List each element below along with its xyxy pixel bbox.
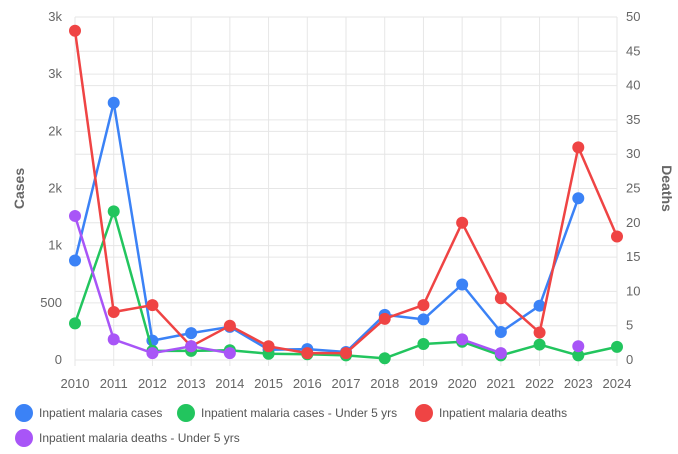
legend-label: Inpatient malaria cases: [39, 406, 162, 420]
data-point[interactable]: [378, 352, 391, 365]
data-point[interactable]: [417, 299, 430, 312]
data-point[interactable]: [69, 317, 81, 330]
x-tick-label: 2018: [370, 376, 399, 391]
y-right-tick-label: 35: [626, 112, 640, 127]
data-point[interactable]: [572, 141, 585, 154]
data-point[interactable]: [69, 254, 81, 267]
y-left-tick-label: 500: [40, 295, 62, 310]
x-tick-label: 2016: [293, 376, 322, 391]
data-point[interactable]: [223, 347, 236, 360]
y-right-tick-label: 0: [626, 352, 633, 367]
data-point[interactable]: [494, 325, 507, 338]
grid: [74, 16, 618, 366]
data-point[interactable]: [185, 327, 198, 340]
x-tick-label: 2023: [564, 376, 593, 391]
data-point[interactable]: [572, 192, 585, 205]
legend-item[interactable]: Inpatient malaria cases: [15, 404, 162, 422]
y-left-tick-label: 3k: [48, 66, 62, 81]
y-right-tick-label: 50: [626, 9, 640, 24]
x-tick-label: 2017: [332, 376, 361, 391]
legend-label: Inpatient malaria deaths: [439, 406, 567, 420]
legend-marker: [15, 404, 33, 422]
y-right-tick-label: 20: [626, 215, 640, 230]
legend-label: Inpatient malaria deaths - Under 5 yrs: [39, 431, 240, 445]
data-point[interactable]: [494, 292, 507, 305]
data-point[interactable]: [533, 326, 546, 339]
y-left-tick-label: 0: [55, 352, 62, 367]
data-point[interactable]: [69, 24, 81, 37]
y-right-tick-label: 45: [626, 43, 640, 58]
series-4: [69, 209, 585, 360]
legend-item[interactable]: Inpatient malaria cases - Under 5 yrs: [177, 404, 397, 422]
legend-item[interactable]: Inpatient malaria deaths - Under 5 yrs: [15, 429, 240, 447]
data-point[interactable]: [223, 319, 236, 332]
data-point[interactable]: [456, 216, 469, 229]
data-point[interactable]: [417, 313, 430, 326]
y-left-axis-title: Cases: [11, 168, 27, 209]
y-right-tick-label: 25: [626, 181, 640, 196]
y-left-tick-label: 2k: [48, 123, 62, 138]
y-right-tick-label: 15: [626, 249, 640, 264]
series-line: [461, 338, 502, 355]
legend-marker: [177, 404, 195, 422]
data-point[interactable]: [572, 340, 585, 353]
data-point[interactable]: [146, 299, 159, 312]
x-tick-label: 2020: [448, 376, 477, 391]
y-left-tick-label: 1k: [48, 238, 62, 253]
data-point[interactable]: [417, 337, 430, 350]
x-tick-label: 2015: [254, 376, 283, 391]
data-point[interactable]: [533, 299, 546, 312]
data-point[interactable]: [301, 347, 314, 360]
y-right-tick-label: 30: [626, 146, 640, 161]
data-point[interactable]: [572, 349, 585, 362]
data-point[interactable]: [494, 347, 507, 360]
data-point[interactable]: [611, 230, 623, 243]
data-point[interactable]: [146, 347, 159, 360]
x-tick-label: 2019: [409, 376, 438, 391]
legend-item[interactable]: Inpatient malaria deaths: [415, 404, 567, 422]
y-right-tick-label: 40: [626, 78, 640, 93]
y-right-tick-label: 10: [626, 283, 640, 298]
x-tick-label: 2013: [177, 376, 206, 391]
data-point[interactable]: [107, 333, 120, 346]
data-point[interactable]: [107, 96, 120, 109]
series-line: [73, 101, 580, 354]
x-tick-label: 2021: [486, 376, 515, 391]
data-point[interactable]: [262, 340, 275, 353]
x-tick-label: 2011: [100, 376, 128, 391]
data-point[interactable]: [340, 347, 352, 360]
data-point[interactable]: [611, 340, 623, 353]
data-point[interactable]: [107, 205, 120, 218]
data-point[interactable]: [185, 340, 198, 353]
legend-marker: [415, 404, 433, 422]
y-right-tick-label: 5: [626, 318, 633, 333]
x-tick-label: 2012: [138, 376, 167, 391]
legend-marker: [15, 429, 33, 447]
legend: Inpatient malaria cases Inpatient malaria…: [15, 404, 567, 447]
y-left-tick-label: 3k: [48, 9, 62, 24]
data-point[interactable]: [533, 338, 546, 351]
data-point[interactable]: [456, 278, 469, 291]
series-1: [69, 96, 585, 358]
x-tick-label: 2022: [525, 376, 554, 391]
legend-label: Inpatient malaria cases - Under 5 yrs: [201, 406, 397, 420]
data-point[interactable]: [107, 305, 120, 318]
x-tick-label: 2010: [61, 376, 90, 391]
y-right-axis-title: Deaths: [659, 165, 675, 212]
x-tick-label: 2024: [603, 376, 632, 391]
data-point[interactable]: [378, 312, 391, 325]
data-point[interactable]: [456, 333, 469, 346]
data-point[interactable]: [69, 209, 81, 222]
x-tick-label: 2014: [215, 376, 244, 391]
y-left-tick-label: 2k: [48, 181, 62, 196]
